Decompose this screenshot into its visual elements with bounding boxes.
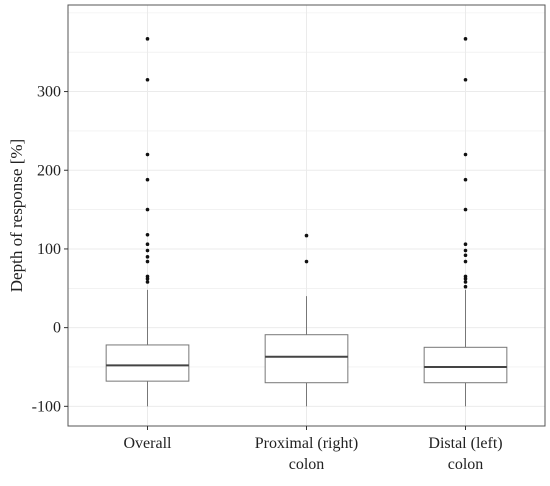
outlier-point xyxy=(145,274,150,279)
outlier-point xyxy=(463,242,468,247)
outlier-point xyxy=(145,242,150,247)
y-tick-label: 0 xyxy=(53,320,61,337)
y-axis-title: Depth of response [%] xyxy=(7,139,26,292)
outlier-point xyxy=(145,259,150,264)
x-tick-label: colon xyxy=(289,456,325,473)
outlier-point xyxy=(463,274,468,279)
outlier-point xyxy=(304,233,309,238)
x-tick-label: Overall xyxy=(124,435,173,452)
x-tick-label: Proximal (right) xyxy=(255,435,359,452)
y-axis: -100 0 100 200 300 xyxy=(32,84,68,415)
y-tick-label: -100 xyxy=(32,398,61,415)
outlier-point xyxy=(463,207,468,212)
outlier-point xyxy=(463,248,468,253)
outlier-point xyxy=(145,152,150,157)
box-3 xyxy=(423,37,508,407)
outlier-point xyxy=(145,232,150,237)
outlier-point xyxy=(145,280,150,284)
iqr-box xyxy=(423,346,508,384)
iqr-box xyxy=(105,344,190,382)
outlier-point xyxy=(463,259,468,264)
y-tick-label: 100 xyxy=(37,241,61,258)
outlier-point xyxy=(145,207,150,212)
x-tick-label: colon xyxy=(448,456,484,473)
outlier-point xyxy=(145,37,150,41)
outlier-point xyxy=(463,253,468,258)
outlier-point xyxy=(463,77,468,82)
outlier-point xyxy=(463,37,468,41)
y-tick-label: 200 xyxy=(37,162,61,179)
x-tick-label: Distal (left) xyxy=(428,435,502,452)
box-2 xyxy=(264,233,349,407)
box-series xyxy=(105,37,508,407)
x-axis: Overall Proximal (right) colon Distal (left… xyxy=(124,426,503,473)
outlier-point xyxy=(145,177,150,182)
outlier-point xyxy=(145,248,150,253)
outlier-point xyxy=(463,280,468,284)
outlier-point xyxy=(463,152,468,157)
outlier-point xyxy=(463,177,468,182)
y-tick-label: 300 xyxy=(37,84,61,101)
outlier-point xyxy=(145,255,150,259)
outlier-point xyxy=(304,259,309,264)
outlier-point xyxy=(463,284,468,289)
iqr-box xyxy=(264,334,349,384)
box-1 xyxy=(105,37,190,407)
outlier-point xyxy=(145,77,150,82)
